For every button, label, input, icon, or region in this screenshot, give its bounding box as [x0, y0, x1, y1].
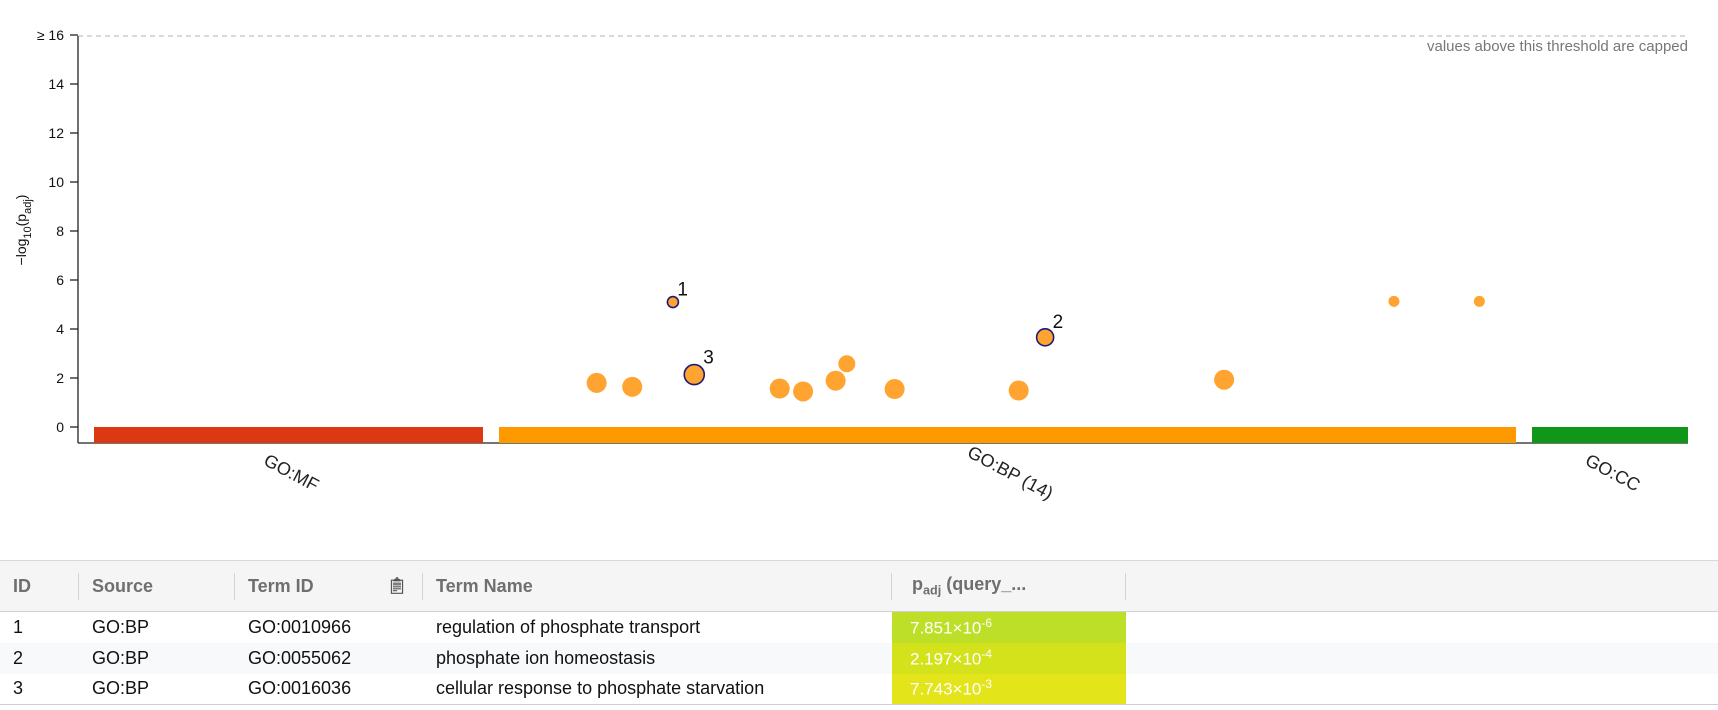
y-tick-label: 6	[56, 272, 64, 288]
category-label: GO:BP (14)	[964, 442, 1056, 504]
y-tick-label: 2	[56, 370, 64, 386]
table-row[interactable]: 1 GO:BP GO:0010966 regulation of phosphate …	[0, 611, 1718, 643]
cell-source: GO:BP	[92, 647, 150, 668]
data-point[interactable]	[884, 379, 905, 400]
y-axis: 0 2 4 6 8 10 12 14 ≥ 16	[37, 27, 79, 443]
highlighted-point[interactable]	[1035, 328, 1055, 347]
category-label: GO:MF	[261, 450, 322, 495]
y-tick-label: 14	[48, 76, 64, 92]
table-body: 1 GO:BP GO:0010966 regulation of phosphate …	[0, 611, 1718, 705]
cell-padj: 7.851×10-6	[892, 611, 1126, 643]
column-header-padj[interactable]: padj (query_...	[892, 560, 1126, 612]
data-point[interactable]	[622, 376, 643, 397]
table-header-row: ID Source Term ID 📋︎ Term Name padj (quer…	[0, 560, 1718, 612]
cell-term-name: cellular response to phosphate starvatio…	[423, 673, 892, 705]
cell-filler	[1126, 673, 1718, 705]
cell-id: 3	[0, 673, 79, 705]
category-bars: GO:MF GO:BP (14) GO:CC	[94, 427, 1688, 504]
category-label: GO:CC	[1582, 450, 1643, 495]
point-label: 2	[1053, 312, 1064, 333]
clipboard-icon[interactable]: 📋︎	[386, 578, 407, 595]
cell-filler	[1126, 643, 1718, 674]
column-header-filler	[1126, 560, 1718, 612]
column-header-id[interactable]: ID	[0, 560, 79, 612]
cell-source: GO:BP	[92, 616, 150, 637]
table-row[interactable]: 3 GO:BP GO:0016036 cellular response to pho…	[0, 673, 1718, 705]
y-tick-label: ≥ 16	[37, 27, 64, 43]
highlighted-point[interactable]	[666, 295, 680, 309]
data-point[interactable]	[769, 378, 790, 399]
column-header-term-id[interactable]: Term ID 📋︎	[235, 560, 423, 612]
data-point[interactable]	[1473, 295, 1485, 307]
category-bar	[1532, 427, 1688, 443]
results-table: ID Source Term ID 📋︎ Term Name padj (quer…	[0, 560, 1718, 705]
y-tick-label: 12	[48, 125, 64, 141]
cell-padj: 2.197×10-4	[892, 642, 1126, 674]
category-bar	[499, 427, 1516, 443]
cell-term-id: GO:0016036	[235, 673, 423, 705]
data-point[interactable]	[586, 372, 607, 393]
cell-filler	[1126, 612, 1718, 643]
y-tick-label: 10	[48, 174, 64, 190]
point-label: 3	[703, 348, 714, 369]
data-point[interactable]	[825, 370, 846, 391]
cell-id: 1	[13, 616, 24, 637]
y-tick-label: 4	[56, 321, 64, 337]
data-point[interactable]	[1388, 295, 1400, 307]
cell-term-name: regulation of phosphate transport	[436, 616, 701, 637]
cap-threshold-note: values above this threshold are capped	[1427, 38, 1688, 55]
data-point[interactable]	[793, 381, 814, 402]
cell-id: 2	[13, 647, 24, 668]
data-points: 1 3 2	[586, 280, 1485, 402]
y-axis-label: −log10(padj)	[13, 195, 34, 266]
cell-padj: 7.743×10-3	[892, 673, 1126, 705]
cell-term-id: GO:0010966	[248, 616, 352, 637]
cell-term-id: GO:0055062	[248, 647, 352, 668]
table-row[interactable]: 2 GO:BP GO:0055062 phosphate ion homeostasi…	[0, 642, 1718, 674]
y-tick-label: 8	[56, 223, 64, 239]
data-point[interactable]	[1214, 369, 1235, 390]
data-point[interactable]	[838, 355, 856, 373]
column-header-term-name[interactable]: Term Name	[423, 560, 892, 612]
manhattan-plot: values above this threshold are capped 0…	[13, 27, 1688, 504]
data-point[interactable]	[1008, 380, 1029, 401]
category-bar	[94, 427, 483, 443]
column-header-source[interactable]: Source	[79, 560, 235, 612]
highlighted-point[interactable]	[683, 363, 706, 386]
cell-source: GO:BP	[79, 673, 235, 705]
y-tick-label: 0	[56, 419, 64, 435]
point-label: 1	[677, 280, 688, 301]
cell-term-name: phosphate ion homeostasis	[436, 647, 656, 668]
